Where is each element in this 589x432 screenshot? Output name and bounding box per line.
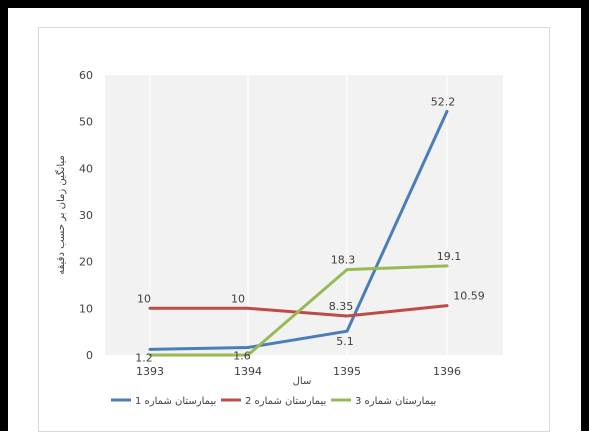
data-label: 18.3	[331, 254, 356, 267]
x-tick-label: 1393	[136, 365, 164, 378]
data-label: 10.59	[453, 290, 485, 303]
x-tick-label: 1394	[234, 365, 262, 378]
data-label: 1.6	[233, 350, 251, 363]
data-label: 10	[137, 292, 151, 305]
data-label: 5.1	[336, 335, 354, 348]
y-tick-label: 40	[79, 162, 93, 175]
legend: بیمارستان شماره 1 بیمارستان شماره 2 بیمارس…	[111, 396, 436, 407]
data-label: 10	[231, 292, 245, 305]
x-tick-label: 1396	[433, 365, 461, 378]
x-axis-ticks: 1393 1394 1395 1396	[136, 365, 461, 378]
legend-label-1: بیمارستان شماره 1	[135, 396, 216, 407]
data-label: 1.2	[135, 351, 153, 364]
y-axis-title: میانگین زمان بر حسب دقیقه	[55, 155, 67, 275]
data-labels: 1.2 1.6 5.1 52.2 10 10 8.35 10.59 18.3 19.1	[135, 95, 485, 364]
y-tick-label: 20	[79, 256, 93, 269]
y-tick-label: 0	[86, 349, 93, 362]
series-lines	[148, 109, 449, 357]
y-tick-label: 10	[79, 302, 93, 315]
data-label: 8.35	[329, 300, 354, 313]
x-axis-title: سال	[293, 376, 312, 387]
y-tick-label: 60	[79, 69, 93, 82]
series-line-1	[148, 109, 449, 351]
y-axis-ticks: 0 10 20 30 40 50 60	[79, 69, 93, 362]
y-tick-label: 30	[79, 209, 93, 222]
data-label: 19.1	[437, 250, 462, 263]
legend-label-3: بیمارستان شماره 3	[355, 396, 436, 407]
y-tick-label: 50	[79, 116, 93, 129]
data-label: 52.2	[431, 95, 456, 108]
legend-label-2: بیمارستان شماره 2	[245, 396, 326, 407]
x-tick-label: 1395	[333, 365, 361, 378]
series-line-3	[148, 264, 449, 357]
